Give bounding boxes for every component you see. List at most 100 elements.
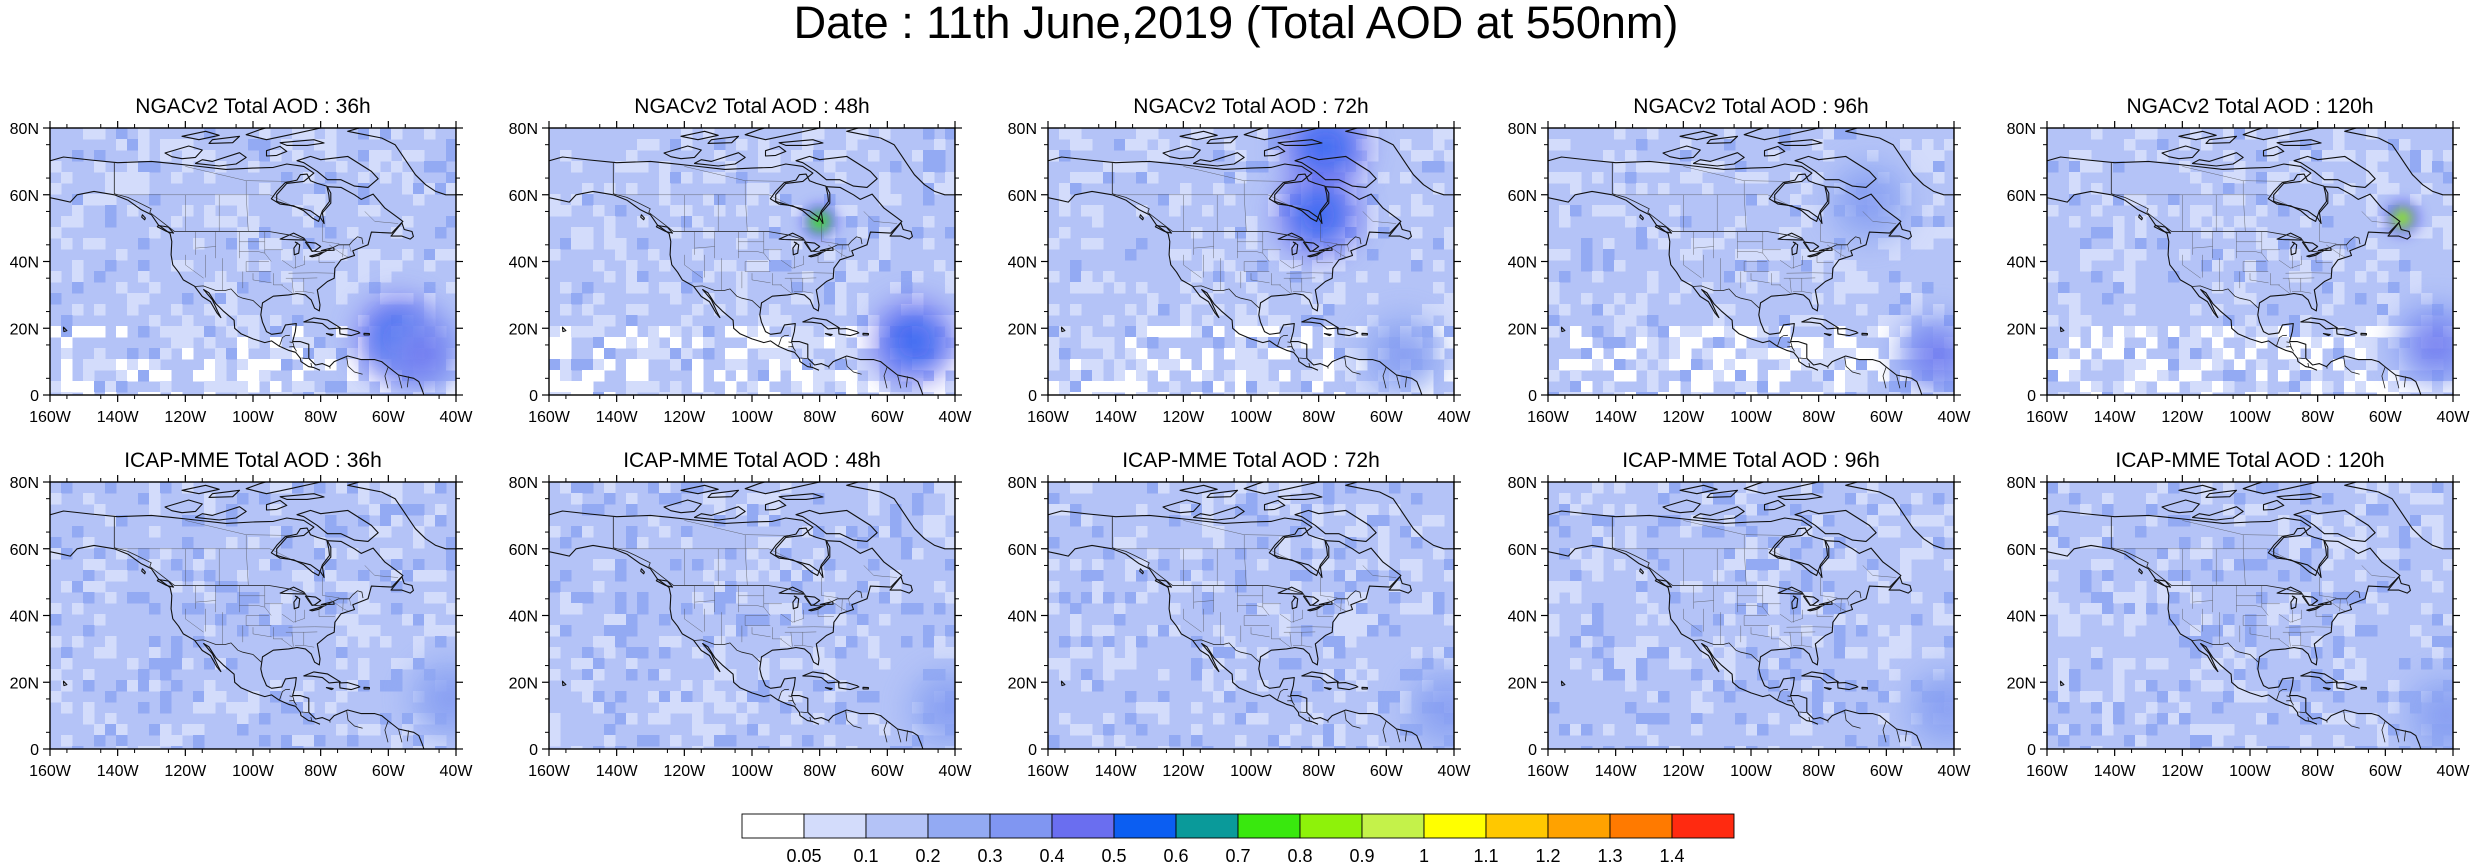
lon-tick-label: 80W	[2301, 409, 2335, 426]
lon-tick-label: 40W	[440, 409, 474, 426]
lon-tick-label: 40W	[939, 409, 973, 426]
colorbar-swatch	[1299, 813, 1363, 839]
lat-tick-label: 20N	[1008, 321, 1037, 338]
lon-tick-label: 60W	[871, 763, 905, 780]
map-panel: 160W 140W 120W 100W 80W 60W 40W 0 20N 40N 60N 80N IC…	[509, 449, 973, 780]
country-borders	[1611, 516, 1907, 743]
lat-tick-label: 0	[529, 388, 538, 405]
aod-field	[549, 482, 955, 749]
lat-tick-label: 60N	[2007, 188, 2036, 205]
lat-tick-label: 0	[529, 742, 538, 759]
lon-tick-label: 120W	[663, 763, 706, 780]
panel-title: NGACv2 Total AOD : 48h	[634, 95, 869, 118]
colorbar-label: 1.2	[1535, 846, 1560, 862]
colorbar-swatch	[927, 813, 991, 839]
lat-tick-label: 20N	[1008, 675, 1037, 692]
lon-tick-label: 160W	[1527, 409, 1570, 426]
lat-tick-label: 40N	[1508, 609, 1537, 626]
lat-tick-label: 40N	[10, 255, 39, 272]
lat-tick-label: 40N	[1508, 255, 1537, 272]
lon-tick-label: 100W	[232, 763, 275, 780]
aod-field	[1548, 482, 1954, 749]
lon-tick-label: 160W	[2026, 763, 2069, 780]
lon-tick-label: 160W	[29, 763, 72, 780]
state-borders	[1612, 166, 1897, 295]
colorbar-swatch	[1485, 813, 1549, 839]
colorbar-label: 0.1	[853, 846, 878, 862]
panel-title: ICAP-MME Total AOD : 36h	[124, 449, 382, 472]
lat-tick-label: 0	[30, 742, 39, 759]
lon-tick-label: 140W	[1595, 409, 1638, 426]
state-borders	[2111, 520, 2396, 649]
lat-tick-label: 0	[2027, 388, 2036, 405]
lon-tick-label: 100W	[232, 409, 275, 426]
lon-tick-label: 40W	[1438, 409, 1472, 426]
state-borders	[613, 166, 898, 295]
map-panel: 160W 140W 120W 100W 80W 60W 40W 0 20N 40N 60N 80N NG…	[2007, 95, 2471, 426]
panel-title: NGACv2 Total AOD : 120h	[2126, 95, 2373, 118]
colorbar-swatch	[1051, 813, 1115, 839]
colorbar-swatch	[1609, 813, 1673, 839]
lat-tick-label: 20N	[10, 321, 39, 338]
lon-tick-label: 60W	[1370, 409, 1404, 426]
lon-tick-label: 140W	[596, 409, 639, 426]
lat-tick-label: 80N	[2007, 475, 2036, 492]
lon-tick-label: 40W	[939, 763, 973, 780]
panel-title: NGACv2 Total AOD : 96h	[1633, 95, 1868, 118]
colorbar-label: 0.2	[915, 846, 940, 862]
colorbar-label: 0.6	[1163, 846, 1188, 862]
lat-tick-label: 0	[1528, 388, 1537, 405]
lon-tick-label: 100W	[1730, 409, 1773, 426]
lat-tick-label: 60N	[1508, 542, 1537, 559]
panel-title: NGACv2 Total AOD : 72h	[1133, 95, 1368, 118]
lat-tick-label: 60N	[10, 542, 39, 559]
colorbar-swatch	[1361, 813, 1425, 839]
lon-tick-label: 40W	[2437, 763, 2471, 780]
state-borders	[2111, 166, 2396, 295]
lat-tick-label: 40N	[1008, 609, 1037, 626]
lon-tick-label: 140W	[97, 763, 140, 780]
lon-tick-label: 100W	[1230, 763, 1273, 780]
lat-tick-label: 40N	[1008, 255, 1037, 272]
lon-tick-label: 80W	[1302, 409, 1336, 426]
lon-tick-label: 80W	[803, 763, 837, 780]
lat-tick-label: 20N	[2007, 675, 2036, 692]
country-borders	[113, 516, 409, 743]
lon-tick-label: 40W	[440, 763, 474, 780]
lon-tick-label: 80W	[1302, 763, 1336, 780]
lat-tick-label: 40N	[509, 255, 538, 272]
lon-tick-label: 120W	[1162, 763, 1205, 780]
lon-tick-label: 60W	[2369, 409, 2403, 426]
state-borders	[1112, 166, 1397, 295]
lon-tick-label: 100W	[1230, 409, 1273, 426]
lat-tick-label: 20N	[2007, 321, 2036, 338]
lon-tick-label: 60W	[372, 409, 406, 426]
main-title: Date : 11th June,2019 (Total AOD at 550n…	[793, 0, 1679, 48]
lon-tick-label: 160W	[1527, 763, 1570, 780]
map-panel: 160W 140W 120W 100W 80W 60W 40W 0 20N 40N 60N 80N NG…	[1508, 95, 1972, 426]
country-borders	[612, 162, 908, 389]
colorbar-label: 0.5	[1101, 846, 1126, 862]
lon-tick-label: 40W	[1438, 763, 1472, 780]
lon-tick-label: 160W	[1027, 409, 1070, 426]
lat-tick-label: 80N	[1508, 475, 1537, 492]
panel-title: ICAP-MME Total AOD : 120h	[2115, 449, 2384, 472]
colorbar: 0.05 0.1 0.2 0.3 0.4 0.5 0.6 0.7 0.8 0.9 1 1.1 1.2 1.…	[741, 813, 1735, 862]
colorbar-swatch	[989, 813, 1053, 839]
colorbar-label: 1.3	[1597, 846, 1622, 862]
lon-tick-label: 80W	[304, 409, 338, 426]
lat-tick-label: 40N	[10, 609, 39, 626]
lat-tick-label: 80N	[509, 475, 538, 492]
country-borders	[2110, 162, 2406, 389]
state-borders	[1112, 520, 1397, 649]
lat-tick-label: 80N	[10, 121, 39, 138]
lat-tick-label: 60N	[509, 188, 538, 205]
panel-title: NGACv2 Total AOD : 36h	[135, 95, 370, 118]
lat-tick-label: 20N	[1508, 675, 1537, 692]
colorbar-label: 0.8	[1287, 846, 1312, 862]
lon-tick-label: 140W	[1595, 763, 1638, 780]
colorbar-swatch	[1175, 813, 1239, 839]
lon-tick-label: 120W	[1662, 763, 1705, 780]
aod-field	[1048, 128, 1454, 395]
